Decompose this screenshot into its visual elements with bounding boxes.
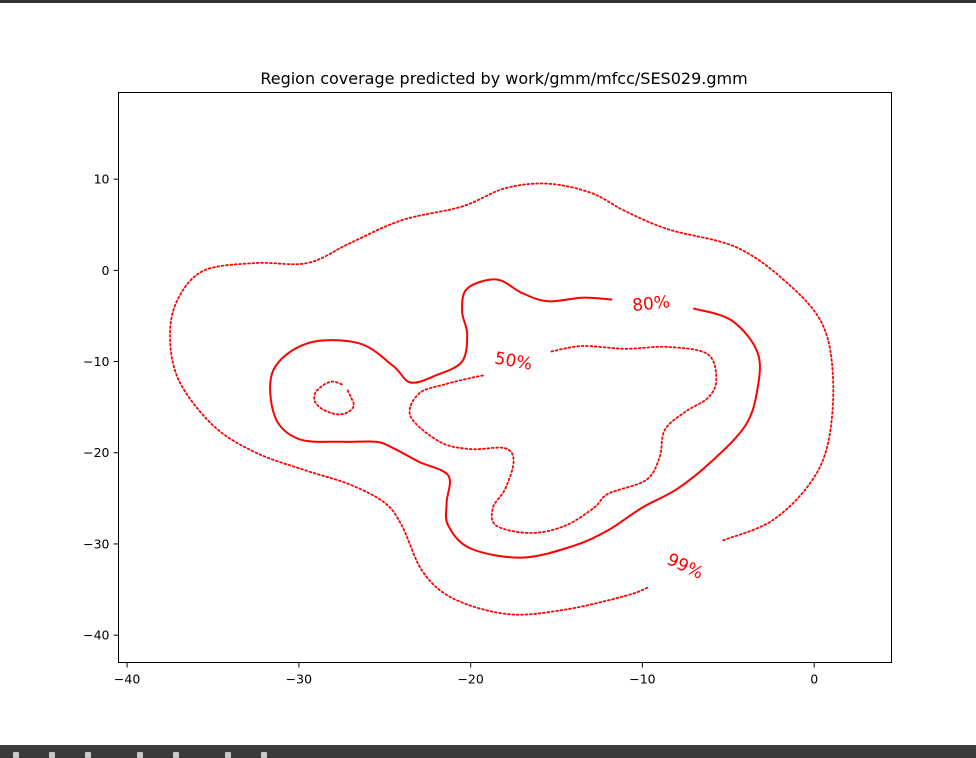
contour-unlabeled-line-3 xyxy=(313,380,355,416)
contour-label-50: 50% xyxy=(493,348,534,374)
x-axis: −40 −30 −20 −10 0 xyxy=(114,662,818,687)
contour-lines xyxy=(169,182,835,616)
figure-toolbar xyxy=(0,745,976,758)
x-tick-label: −30 xyxy=(286,672,312,687)
contour-99-line-0 xyxy=(169,182,835,616)
contour-80-line-1 xyxy=(269,278,761,559)
x-tick-label: −40 xyxy=(114,672,140,687)
y-tick-label: 0 xyxy=(102,263,110,278)
contour-50-line-2 xyxy=(408,345,718,534)
y-tick-label: 10 xyxy=(94,172,110,187)
back-icon[interactable] xyxy=(46,751,58,758)
configure-icon[interactable] xyxy=(222,751,234,758)
plot-area-frame xyxy=(118,92,892,663)
y-tick-label: −10 xyxy=(83,354,109,369)
forward-icon[interactable] xyxy=(82,751,94,758)
contour-label-99: 99% xyxy=(664,550,707,584)
y-tick-label: −20 xyxy=(83,445,109,460)
y-tick-label: −40 xyxy=(83,628,109,643)
save-icon[interactable] xyxy=(258,751,270,758)
zoom-icon[interactable] xyxy=(170,751,182,758)
home-icon[interactable] xyxy=(10,751,22,758)
x-tick-label: −10 xyxy=(629,672,655,687)
contour-label-80: 80% xyxy=(631,292,671,316)
chart-title: Region coverage predicted by work/gmm/mf… xyxy=(260,69,747,88)
window-top-strip xyxy=(0,0,976,3)
y-tick-label: −30 xyxy=(83,536,109,551)
y-axis: 10 0 −10 −20 −30 −40 xyxy=(83,172,119,643)
pan-icon[interactable] xyxy=(134,751,146,758)
x-tick-label: −20 xyxy=(457,672,483,687)
x-tick-label: 0 xyxy=(810,672,818,687)
contour-labels: 80% 50% 99% xyxy=(493,292,706,584)
